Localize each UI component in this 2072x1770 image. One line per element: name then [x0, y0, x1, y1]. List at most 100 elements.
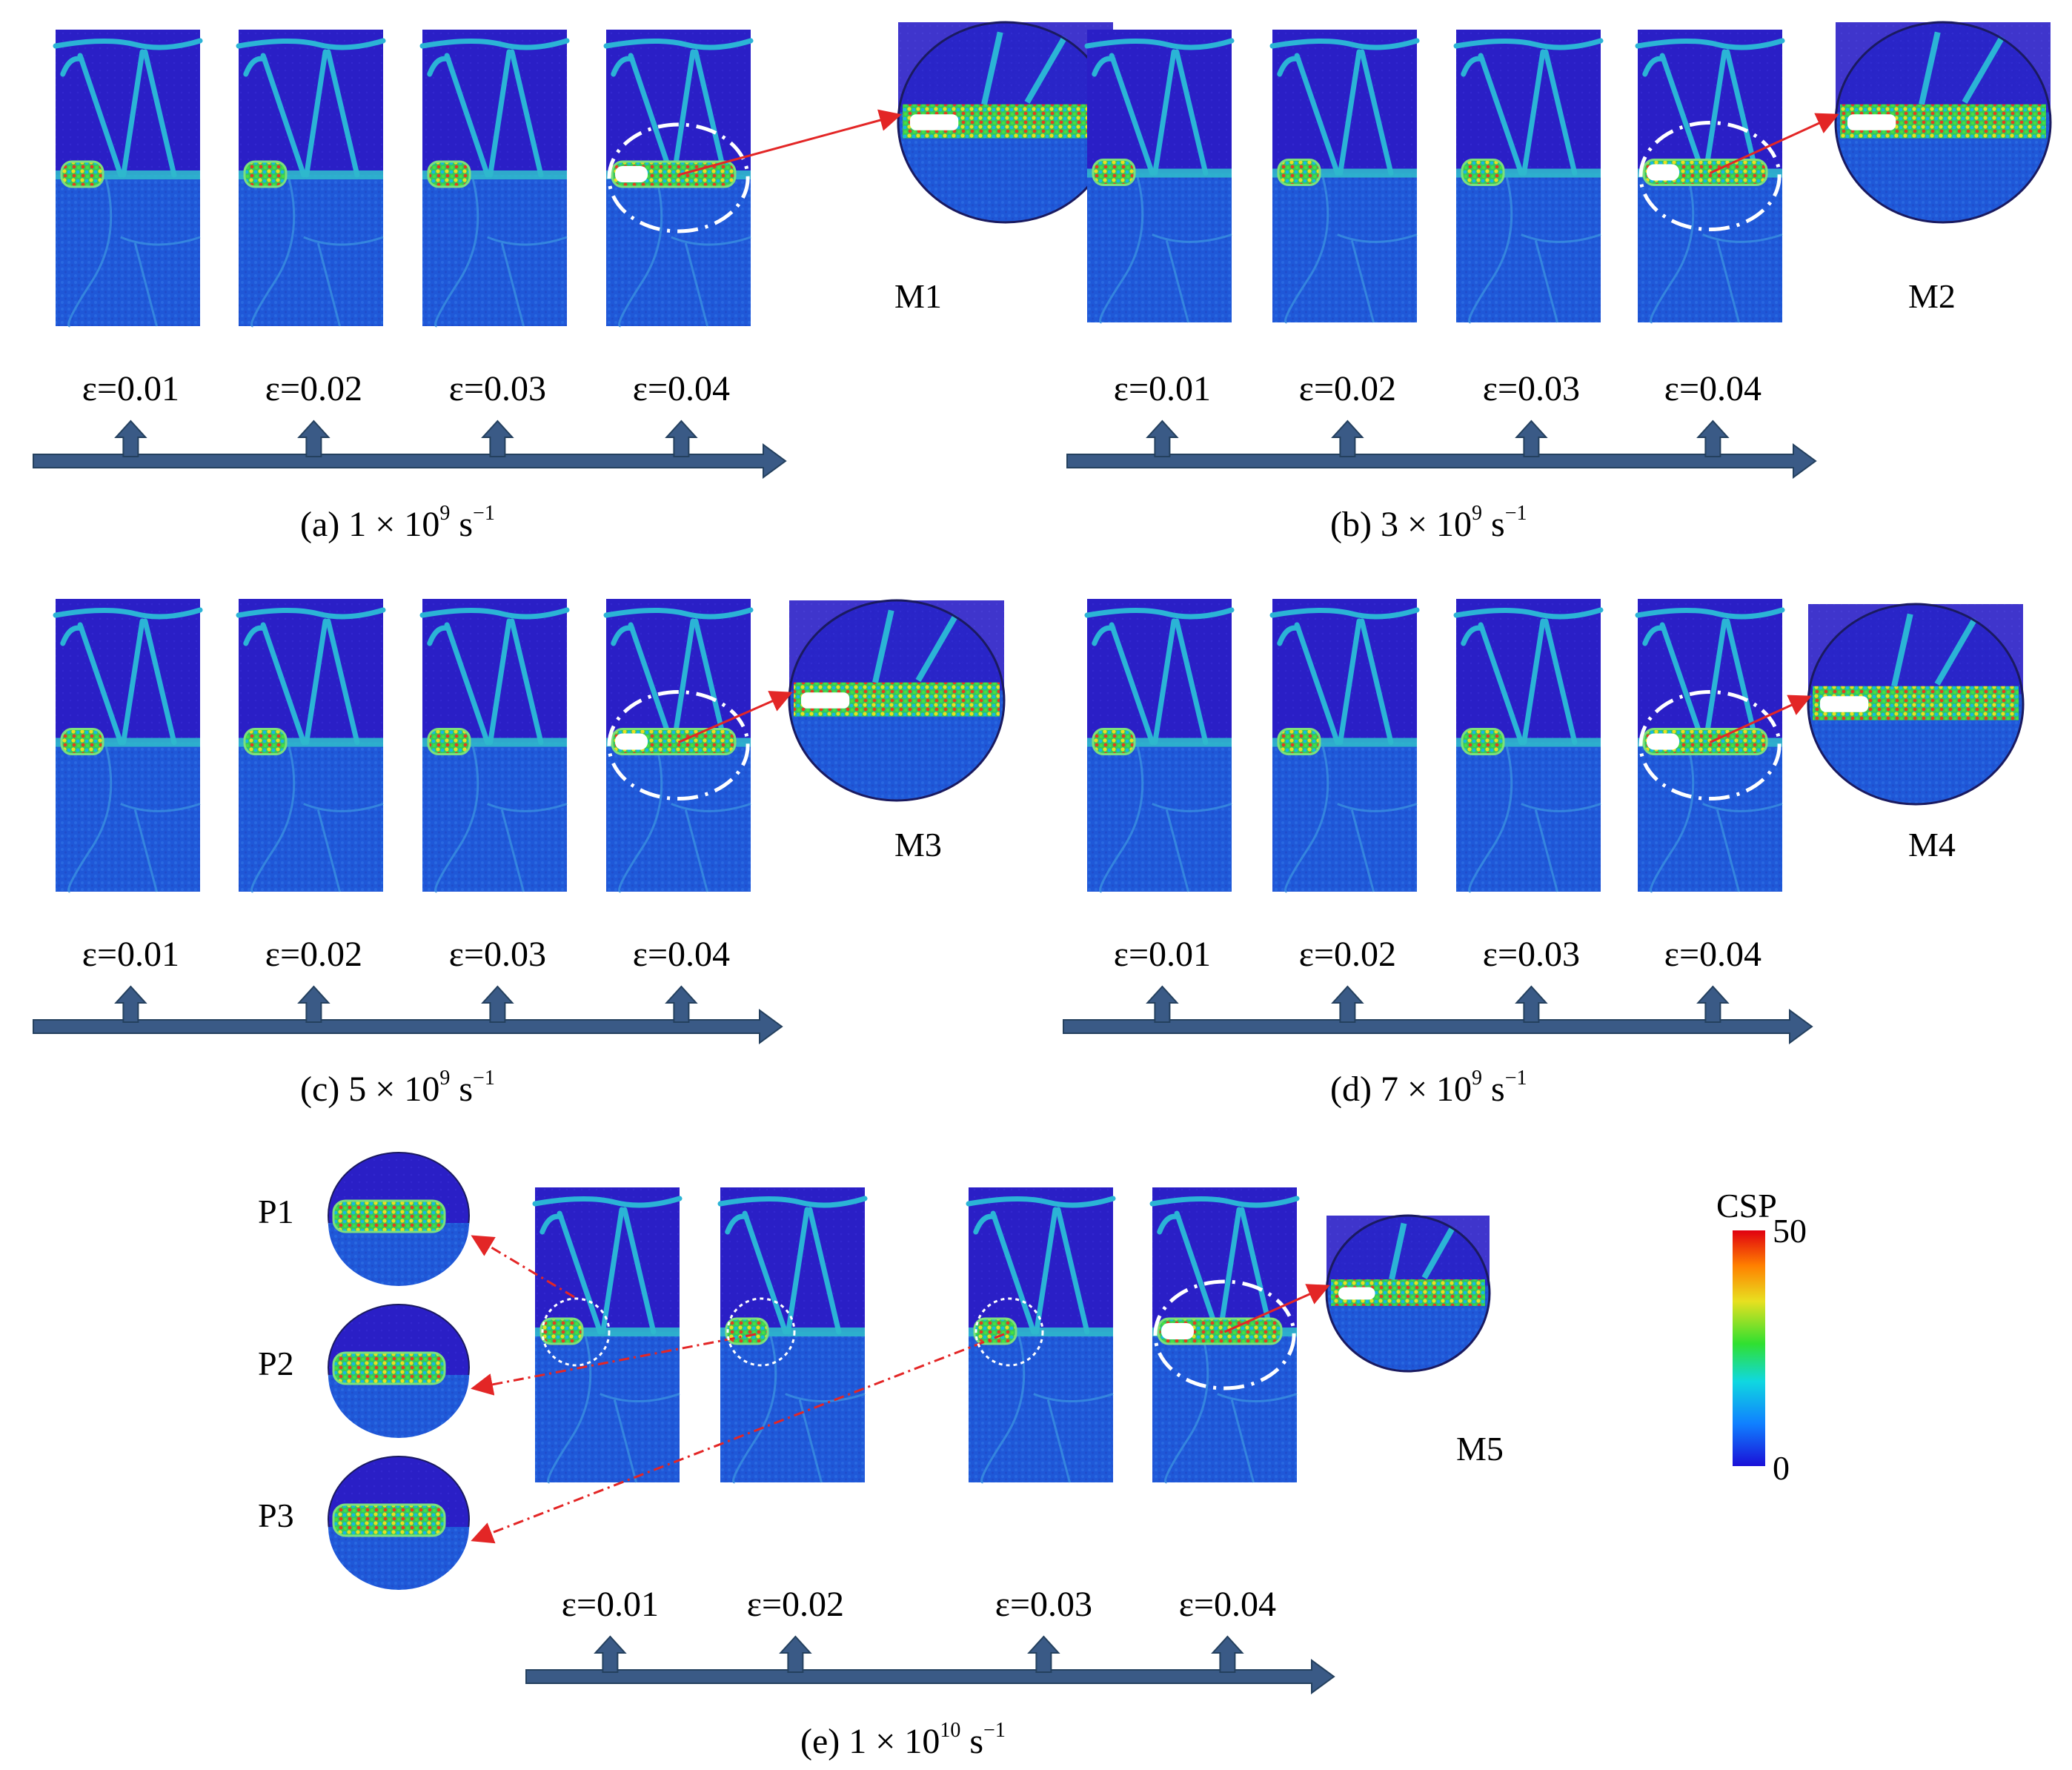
grain-boundary: [603, 38, 754, 50]
atomic-snapshot: [1269, 599, 1420, 893]
grain-boundary: [243, 625, 268, 646]
grain-boundary: [53, 38, 203, 50]
lower-boundary: [303, 803, 384, 812]
grain-boundary: [304, 618, 328, 746]
colorbar-gradient: [1733, 1230, 1765, 1466]
lower-boundary: [1468, 746, 1513, 893]
grain-boundary: [1521, 618, 1546, 746]
panel-caption-b: (b) 3 × 109 s−1: [1330, 502, 1527, 545]
void-region: [539, 1317, 584, 1345]
lower-boundary: [732, 1336, 777, 1484]
grain-boundary: [1092, 56, 1116, 77]
void-region: [1277, 159, 1321, 187]
strain-label: ε=0.04: [1664, 369, 1761, 408]
magnified-label: M4: [1908, 826, 1956, 864]
void-marker-circle: [974, 1297, 1044, 1367]
lower-boundary: [1350, 240, 1375, 323]
lower-boundary: [303, 236, 384, 246]
grain-boundary: [628, 622, 674, 746]
grain-boundary: [973, 1213, 997, 1235]
grain-boundary: [1109, 53, 1155, 176]
lower-boundary: [487, 803, 568, 812]
grain-boundary: [1152, 49, 1177, 176]
caption-unit-exponent: −1: [1504, 502, 1527, 525]
inset-pointer: [471, 1235, 575, 1299]
lower-boundary: [671, 803, 751, 812]
magnified-boundary: [1389, 1222, 1455, 1280]
strain-marker-arrow: [481, 420, 514, 457]
lower-boundary: [120, 236, 201, 246]
grain-boundary: [1157, 1213, 1181, 1235]
grain-boundary: [509, 618, 544, 746]
grain-boundary: [1521, 49, 1546, 176]
lower-boundary: [1534, 809, 1558, 892]
lower-boundary: [67, 179, 113, 328]
grain-boundary: [260, 622, 307, 746]
grain-boundary: [60, 625, 84, 646]
dashed-highlight: [607, 690, 750, 801]
lower-boundary: [980, 1336, 1026, 1484]
strain-marker-arrow: [1331, 420, 1364, 457]
lower-boundary: [1152, 233, 1232, 243]
magnified-void: [1847, 114, 1896, 130]
strain-marker-arrow: [481, 985, 514, 1023]
grain-boundary: [1338, 49, 1362, 176]
grain-boundary: [60, 56, 84, 77]
lower-boundary: [1099, 746, 1144, 893]
grain-boundary: [1149, 1196, 1300, 1208]
lower-boundary: [250, 179, 296, 328]
lower-boundary: [671, 236, 751, 246]
caption-unit: s: [960, 1722, 984, 1761]
lower-boundary: [133, 242, 158, 327]
inset-matrix: [328, 1375, 469, 1438]
grain-boundary: [1084, 607, 1235, 620]
atomic-snapshot: [1635, 30, 1785, 324]
lower-boundary: [1164, 1336, 1209, 1484]
grain-boundary: [236, 607, 386, 620]
lower-boundary: [316, 809, 341, 892]
lower-boundary: [1521, 803, 1601, 812]
void-region: [725, 1317, 769, 1345]
void-core: [615, 733, 648, 750]
lower-boundary: [1337, 233, 1418, 243]
grain-boundary: [1055, 1207, 1090, 1335]
inset-void: [332, 1351, 446, 1385]
strain-label: ε=0.01: [562, 1585, 659, 1624]
grain-boundary: [1635, 38, 1785, 50]
lower-boundary: [1702, 803, 1783, 812]
strain-label: ε=0.04: [1179, 1585, 1276, 1624]
grain-boundary: [419, 607, 570, 620]
grain-boundary: [1359, 618, 1394, 746]
grain-boundary: [1277, 56, 1301, 77]
magnified-boundary: [1919, 31, 2005, 105]
caption-text: (b) 3 × 10: [1330, 505, 1472, 544]
grain-boundary: [53, 607, 203, 620]
grain-boundary: [1453, 38, 1604, 50]
strain-label: ε=0.03: [995, 1585, 1092, 1624]
strain-label: ε=0.04: [1664, 935, 1761, 974]
grain-boundary: [990, 1210, 1037, 1335]
lower-boundary: [798, 1399, 823, 1483]
grain-boundary: [1294, 53, 1341, 176]
grain-boundary: [1034, 1207, 1058, 1335]
strain-marker-arrow: [1515, 985, 1548, 1023]
lower-boundary: [120, 803, 201, 812]
magnified-label: M3: [894, 826, 942, 864]
panel-caption-e: (e) 1 × 1010 s−1: [800, 1720, 1006, 1762]
magnify-arrow: [678, 109, 902, 176]
void-region: [243, 728, 288, 756]
grain-boundary: [693, 49, 728, 178]
atomic-snapshot: [53, 599, 203, 893]
lower-boundary: [133, 809, 158, 892]
strain-label: ε=0.01: [82, 369, 179, 408]
caption-unit-exponent: −1: [1504, 1067, 1527, 1090]
grain-boundary: [325, 49, 360, 178]
grain-boundary: [600, 1207, 625, 1335]
atomic-snapshot: [236, 599, 386, 893]
lower-boundary: [1230, 1399, 1255, 1483]
grain-boundary: [532, 1196, 683, 1208]
grain-boundary: [1294, 622, 1341, 746]
grain-boundary: [1703, 49, 1727, 176]
strain-label: ε=0.02: [265, 369, 362, 408]
grain-boundary: [1642, 56, 1667, 77]
